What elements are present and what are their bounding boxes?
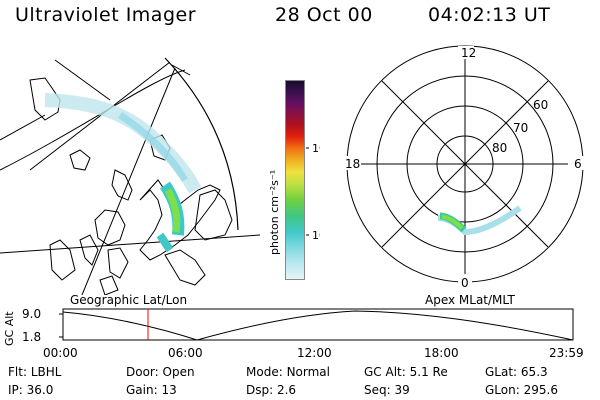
- app-title: Ultraviolet Imager: [15, 4, 197, 26]
- coastline: [194, 189, 233, 241]
- info-glon: GLon: 295.6: [485, 383, 558, 397]
- observation-time: 04:02:13 UT: [428, 4, 551, 26]
- colorbar-tick-10: 10: [312, 229, 320, 242]
- info-label: Gain:: [126, 383, 158, 397]
- mlat-label-60: 60: [533, 98, 548, 112]
- timeline-ytick-top: 9.0: [22, 307, 41, 321]
- coastline: [107, 247, 129, 279]
- coastline: [79, 234, 99, 266]
- grid-meridian: [29, 61, 171, 171]
- altitude-timeline: 9.0 1.8 GC Alt 00:00 06:00 12:00 18:00 2…: [3, 307, 584, 360]
- geographic-image-panel: [0, 57, 260, 295]
- coastline: [99, 275, 119, 295]
- apex-label: Apex MLat/MLT: [425, 293, 515, 307]
- polar-diagonal: [381, 80, 549, 248]
- grid-line: [54, 59, 111, 101]
- info-door: Door: Open: [126, 365, 195, 379]
- timeline-ylabel: GC Alt: [3, 311, 16, 346]
- info-label: Mode:: [246, 365, 283, 379]
- polar-plot: 12 0 18 6 60 70 80: [341, 45, 584, 290]
- info-value: 2.6: [276, 383, 297, 397]
- info-value: LBHL: [30, 365, 62, 379]
- info-label: GC Alt:: [364, 365, 406, 379]
- info-label: Flt:: [8, 365, 27, 379]
- info-label: GLat:: [485, 365, 518, 379]
- info-label: Door:: [126, 365, 159, 379]
- coastline: [164, 249, 206, 286]
- colorbar: [285, 80, 305, 280]
- colorbar-tick-100: 100: [312, 142, 320, 155]
- info-value: 36.0: [26, 383, 54, 397]
- auroral-emission: [44, 93, 202, 253]
- grid-line: [171, 64, 191, 76]
- coastline: [94, 209, 126, 246]
- info-gc-alt: GC Alt: 5.1 Re: [364, 365, 448, 379]
- grid-latitude: [0, 114, 46, 141]
- info-value: Normal: [286, 365, 330, 379]
- limb-arc: [164, 57, 239, 231]
- info-glat: GLat: 65.3: [485, 365, 548, 379]
- info-mode: Mode: Normal: [246, 365, 330, 379]
- info-label: GLon:: [485, 383, 520, 397]
- info-gain: Gain: 13: [126, 383, 177, 397]
- coastline: [111, 169, 133, 201]
- info-label: IP:: [8, 383, 23, 397]
- info-ip: IP: 36.0: [8, 383, 53, 397]
- colorbar-unit-label: photon cm⁻²s⁻¹: [268, 170, 281, 255]
- geographic-label: Geographic Lat/Lon: [70, 293, 188, 307]
- altitude-curve: [62, 310, 574, 341]
- mlt-label-6: 6: [574, 157, 582, 171]
- info-dsp: Dsp: 2.6: [246, 383, 296, 397]
- timeline-xtick: 23:59: [549, 346, 584, 360]
- timeline-xtick: 00:00: [43, 346, 78, 360]
- info-filter: Flt: LBHL: [8, 365, 61, 379]
- info-value: Open: [162, 365, 195, 379]
- coastline: [49, 239, 76, 281]
- info-value: 39: [394, 383, 410, 397]
- info-label: Seq:: [364, 383, 391, 397]
- coastline: [69, 149, 91, 171]
- observation-date: 28 Oct 00: [275, 4, 373, 26]
- grid-latitude: [0, 234, 260, 254]
- info-value: 295.6: [523, 383, 558, 397]
- info-value: 65.3: [520, 365, 548, 379]
- timeline-ytick-bottom: 1.8: [22, 330, 41, 344]
- mlt-label-0: 0: [461, 276, 469, 290]
- polar-auroral-emission: [437, 205, 522, 236]
- info-label: Dsp:: [246, 383, 274, 397]
- timeline-frame: [62, 308, 574, 341]
- info-seq: Seq: 39: [364, 383, 410, 397]
- mlat-label-80: 80: [492, 141, 507, 155]
- mlt-label-18: 18: [345, 157, 360, 171]
- grid-latitude: [0, 69, 186, 171]
- timeline-xtick: 12:00: [297, 346, 332, 360]
- mlat-label-70: 70: [513, 121, 528, 135]
- colorbar-axis: 100 10 photon cm⁻²s⁻¹: [268, 142, 320, 255]
- timeline-xtick: 06:00: [168, 346, 203, 360]
- timeline-xtick: 18:00: [424, 346, 459, 360]
- mlt-label-12: 12: [461, 46, 476, 60]
- info-value: 5.1 Re: [409, 365, 448, 379]
- info-value: 13: [161, 383, 177, 397]
